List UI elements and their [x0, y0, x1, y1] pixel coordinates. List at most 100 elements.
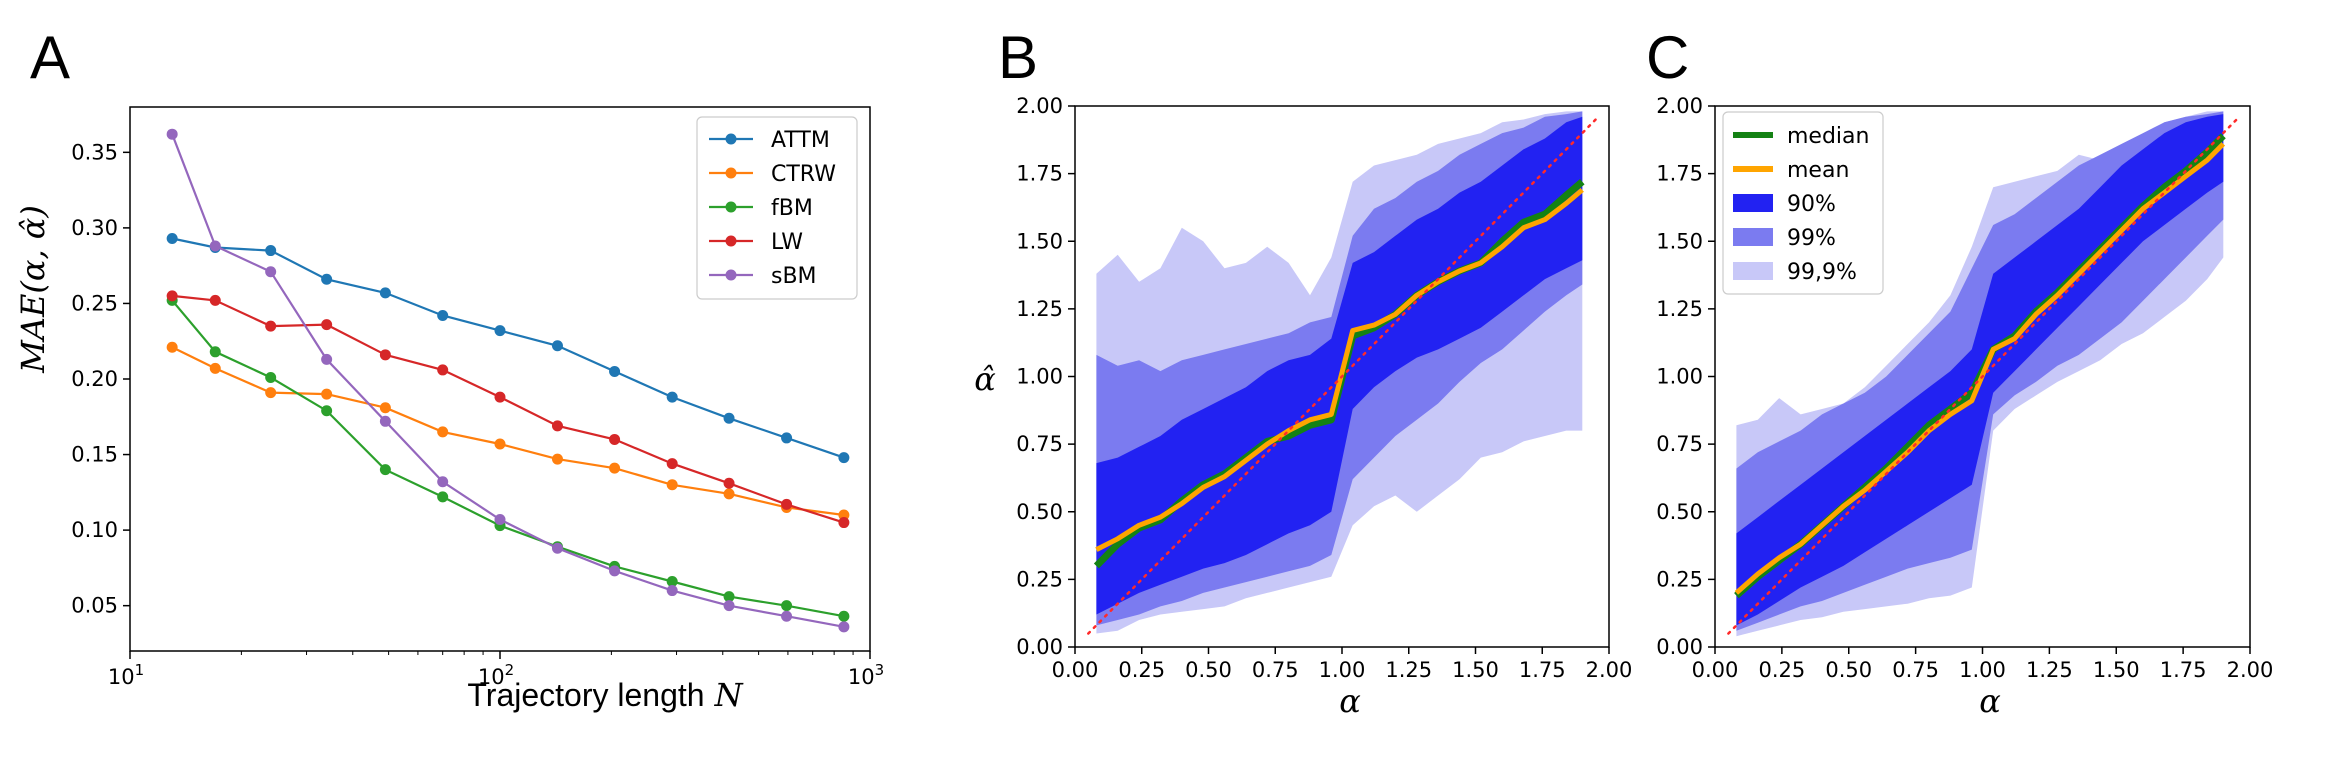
legend-label-99: 99%: [1787, 226, 1836, 251]
band-90-area: [1096, 116, 1583, 615]
x-tick-label: 1.50: [1452, 658, 1499, 682]
data-point-lw: [379, 349, 391, 361]
legend-marker-fbm: [725, 201, 737, 213]
data-point-lw: [838, 517, 850, 529]
data-point-lw: [265, 320, 277, 332]
legend: median mean 90% 99% 99,9%: [1722, 111, 1884, 295]
data-point-lw: [166, 290, 178, 302]
data-point-attm: [494, 325, 506, 337]
legend-swatch-90: [1733, 194, 1773, 212]
data-point-sbm: [609, 565, 621, 577]
data-point-ctrw: [265, 387, 277, 399]
data-point-ctrw: [437, 426, 449, 438]
data-point-sbm: [321, 353, 333, 365]
data-point-attm: [723, 412, 735, 424]
panel-a-x-label: Trajectory length N: [467, 676, 743, 714]
data-point-ctrw: [209, 362, 221, 374]
x-tick-label: 1.00: [1959, 658, 2006, 682]
data-point-sbm: [666, 585, 678, 597]
data-point-attm: [609, 365, 621, 377]
y-tick-label: 1.75: [1656, 162, 1703, 186]
x-tick-label: 1.75: [2160, 658, 2207, 682]
panel-letter-a: A: [30, 24, 70, 91]
x-tick-label: 0.25: [1118, 658, 1165, 682]
data-point-sbm: [723, 600, 735, 612]
x-tick-label: 1.75: [1519, 658, 1566, 682]
y-tick-label: 0.00: [1656, 635, 1703, 659]
x-tick-label: 0.50: [1825, 658, 1872, 682]
data-point-attm: [321, 273, 333, 285]
x-tick-label: 2.00: [2227, 658, 2274, 682]
series-line-fbm: [171, 299, 845, 618]
data-point-sbm: [551, 542, 563, 554]
data-point-ctrw: [379, 402, 391, 414]
data-point-sbm: [265, 266, 277, 278]
panel-c-chart: 0.00 0.25 0.50 0.75 1.00 1.25 1.50 1.75 2.00 0.00…: [1656, 94, 2273, 682]
y-tick-label: 1.50: [1656, 229, 1703, 253]
data-point-sbm: [437, 476, 449, 488]
legend-marker-ctrw: [725, 167, 737, 179]
data-point-ctrw: [666, 479, 678, 491]
data-point-lw: [609, 433, 621, 445]
x-tick-label: 103: [848, 661, 884, 689]
data-point-fbm: [666, 575, 678, 587]
y-tick-label: 0.30: [71, 216, 118, 240]
legend-frame: [1722, 111, 1884, 295]
data-point-attm: [379, 287, 391, 299]
legend-frame: [696, 116, 858, 300]
data-point-attm: [666, 391, 678, 403]
y-tick-label: 0.35: [71, 140, 118, 164]
x-tick-label: 1.00: [1319, 658, 1366, 682]
legend-label-ctrw: CTRW: [771, 162, 836, 187]
legend-label-sbm: sBM: [771, 264, 817, 289]
x-tick-label: 0.75: [1892, 658, 1939, 682]
x-tick-label: 0.50: [1185, 658, 1232, 682]
data-point-fbm: [437, 491, 449, 503]
panel-b-y-label: α̂: [974, 360, 996, 398]
y-tick-label: 0.50: [1656, 500, 1703, 524]
y-tick-label: 0.10: [71, 518, 118, 542]
data-point-ctrw: [609, 462, 621, 474]
data-point-lw: [209, 294, 221, 306]
y-tick-label: 1.50: [1016, 229, 1063, 253]
data-point-ctrw: [838, 509, 850, 521]
data-point-sbm: [838, 621, 850, 633]
legend-label-lw: LW: [771, 230, 803, 255]
y-tick-label: 0.05: [71, 594, 118, 618]
x-tick-label: 0.00: [1692, 658, 1739, 682]
data-point-lw: [551, 420, 563, 432]
data-point-lw: [494, 391, 506, 403]
y-tick-label: 0.20: [71, 367, 118, 391]
x-tick-label: 102: [478, 661, 514, 689]
y-tick-label: 1.75: [1016, 162, 1063, 186]
data-point-sbm: [494, 514, 506, 526]
legend-swatch-999: [1733, 262, 1773, 280]
data-point-ctrw: [723, 488, 735, 500]
data-point-sbm: [209, 240, 221, 252]
x-tick-label: 2.00: [1586, 658, 1633, 682]
data-point-sbm: [166, 128, 178, 140]
legend-marker-attm: [725, 133, 737, 145]
legend-label-fbm: fBM: [771, 196, 813, 221]
legend-label-999: 99,9%: [1787, 260, 1857, 285]
x-tick-label: 101: [108, 661, 144, 689]
data-point-fbm: [723, 591, 735, 603]
data-point-fbm: [781, 600, 793, 612]
panel-b-chart: 0.00 0.25 0.50 0.75 1.00 1.25 1.50 1.75 2.00 0.00…: [1016, 94, 1632, 682]
data-point-attm: [437, 310, 449, 322]
series-line-mean: [1095, 187, 1584, 552]
legend-marker-lw: [725, 235, 737, 247]
y-tick-label: 1.25: [1656, 297, 1703, 321]
data-point-ctrw: [551, 453, 563, 465]
x-tick-label: 1.25: [1385, 658, 1432, 682]
series-line-ctrw: [171, 346, 845, 517]
y-tick-label: 0.15: [71, 443, 118, 467]
y-tick-label: 0.50: [1016, 500, 1063, 524]
data-point-lw: [437, 364, 449, 376]
x-tick-label: 0.25: [1758, 658, 1805, 682]
data-point-attm: [265, 245, 277, 257]
y-tick-label: 0.75: [1016, 432, 1063, 456]
data-point-sbm: [379, 415, 391, 427]
y-tick-label: 2.00: [1656, 94, 1703, 118]
data-point-ctrw: [321, 388, 333, 400]
